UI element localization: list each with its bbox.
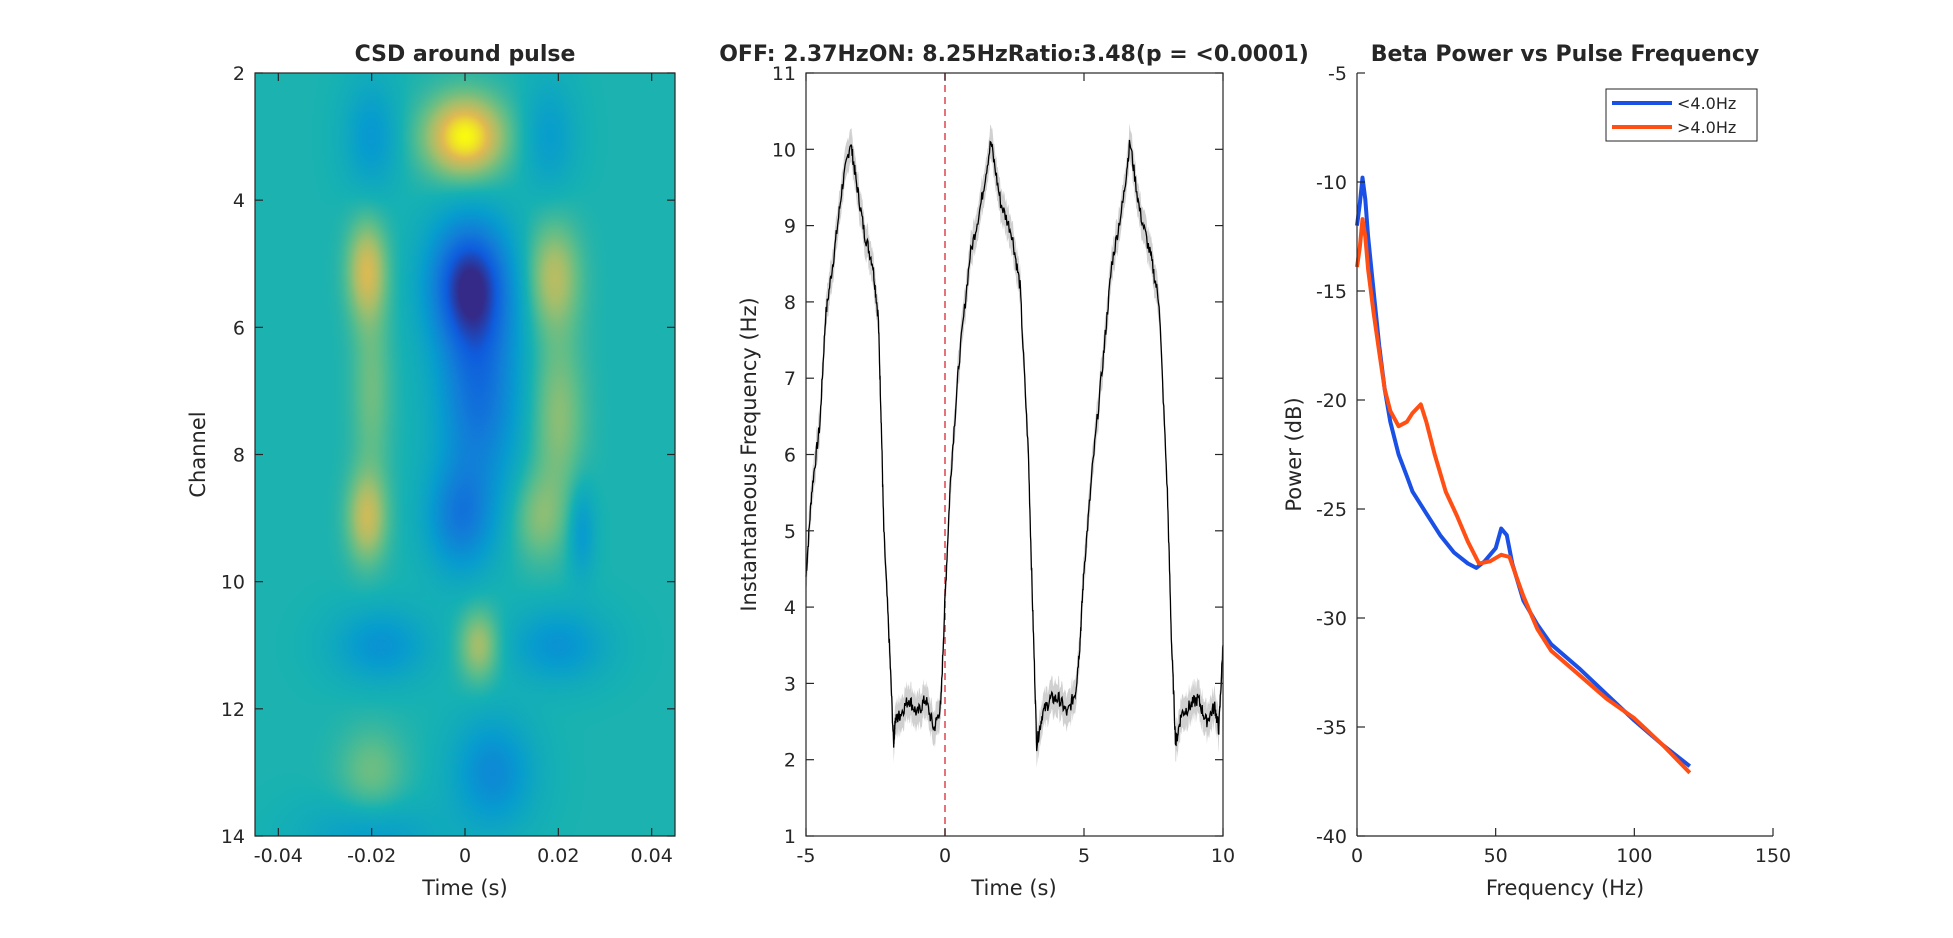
beta-power-x-tick-label-150: 150 [1755,845,1791,867]
csd-y-ticks: 2 4 6 8 10 12 14 [221,63,675,848]
beta-power-y-tick-label-20: -20 [1316,390,1347,412]
csd-x-axis-label: Time (s) [421,876,507,900]
csd-y-tick-label-4: 4 [233,190,245,212]
beta-power-y-ticks: -40 -35 -30 -25 -20 -15 -10 -5 [1316,63,1365,848]
frequency-title: OFF: 2.37HzON: 8.25HzRatio:3.48(p = <0.0… [719,42,1309,67]
beta-power-y-tick-label-30: -30 [1316,608,1347,630]
frequency-y-tick-label-10: 10 [772,139,796,161]
beta-power-x-axis-label: Frequency (Hz) [1486,876,1644,900]
beta-power-x-ticks: 0 50 100 150 [1351,828,1791,867]
csd-y-tick-label-6: 6 [233,317,245,339]
csd-y-axis-label: Channel [186,411,210,497]
frequency-x-axis-label: Time (s) [970,876,1056,900]
beta-power-y-axis-label: Power (dB) [1282,397,1306,511]
beta-power-series-line-below-4hz [1355,175,1692,768]
legend-box [1605,88,1758,142]
beta-power-y-tick-label-5: -5 [1328,63,1347,85]
beta-power-y-tick-label-10: -10 [1316,172,1347,194]
csd-y-tick-label-8: 8 [233,445,245,467]
frequency-y-tick-label-8: 8 [784,292,796,314]
frequency-y-tick-label-9: 9 [784,216,796,238]
beta-power-y-tick-label-40: -40 [1316,826,1347,848]
beta-power-y-tick-label-35: -35 [1316,717,1347,739]
frequency-panel: -5 0 5 10 1 2 3 4 5 6 7 8 9 10 11 OFF: 2.37HzON: 8.25… [719,42,1309,900]
frequency-x-tick-label-5: 5 [1078,845,1090,867]
csd-y-tick-label-12: 12 [221,699,245,721]
beta-power-x-tick-label-50: 50 [1484,845,1508,867]
beta-power-series-line-above-4hz [1355,217,1692,775]
beta-power-title: Beta Power vs Pulse Frequency [1371,42,1760,67]
frequency-x-tick-label-5: -5 [797,845,816,867]
beta-power-y-tick-label-25: -25 [1316,499,1347,521]
frequency-y-tick-label-11: 11 [772,63,796,85]
csd-title: CSD around pulse [355,42,576,67]
csd-x-tick-label-0m02: 0.02 [537,845,579,867]
frequency-trace [805,139,1224,752]
beta-power-x-tick-label-100: 100 [1616,845,1652,867]
legend-label-below-4hz: <4.0Hz [1677,94,1736,113]
beta-power-y-tick-label-15: -15 [1316,281,1347,303]
frequency-y-ticks: 1 2 3 4 5 6 7 8 9 10 11 [772,63,1223,848]
legend-label-above-4hz: >4.0Hz [1677,118,1736,137]
beta-power-series [1355,175,1692,775]
csd-x-ticks: -0.04 -0.02 0 0.02 0.04 [254,73,673,867]
frequency-y-tick-label-3: 3 [784,673,796,695]
frequency-y-axis-label: Instantaneous Frequency (Hz) [737,297,761,611]
frequency-x-ticks: -5 0 5 10 [797,73,1235,867]
csd-heatmap-image [255,73,675,836]
frequency-y-tick-label-4: 4 [784,597,796,619]
frequency-y-tick-label-1: 1 [784,826,796,848]
csd-y-tick-label-10: 10 [221,572,245,594]
frequency-trace-line [805,139,1224,752]
csd-x-tick-label-0m02: -0.02 [347,845,396,867]
csd-panel: -0.04 -0.02 0 0.02 0.04 2 4 6 8 10 12 14 CSD aroun… [186,42,676,900]
csd-x-tick-label-0: 0 [459,845,471,867]
frequency-x-tick-label-10: 10 [1211,845,1235,867]
frequency-x-tick-label-0: 0 [939,845,951,867]
frequency-y-tick-label-7: 7 [784,368,796,390]
csd-y-tick-label-2: 2 [233,63,245,85]
frequency-y-tick-label-6: 6 [784,445,796,467]
frequency-y-tick-label-5: 5 [784,521,796,543]
legend: <4.0Hz >4.0Hz [1605,88,1758,142]
frequency-y-tick-label-2: 2 [784,750,796,772]
beta-power-x-tick-label-0: 0 [1351,845,1363,867]
csd-x-tick-label-0m04: -0.04 [254,845,303,867]
beta-power-panel: 0 50 100 150 -40 -35 -30 -25 -20 -15 -10 -5 Beta P… [1282,42,1791,900]
csd-x-tick-label-0m04: 0.04 [631,845,673,867]
csd-y-tick-label-14: 14 [221,826,245,848]
